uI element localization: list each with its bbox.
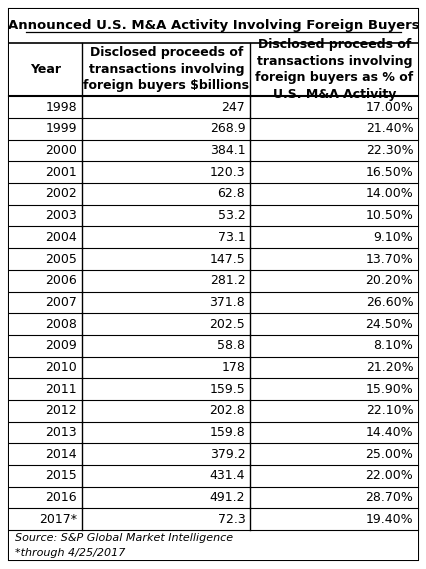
Text: 53.2: 53.2 <box>217 209 245 222</box>
Text: 16.50%: 16.50% <box>365 166 412 179</box>
Text: 431.4: 431.4 <box>209 469 245 483</box>
Text: 21.20%: 21.20% <box>365 361 412 374</box>
Text: 2002: 2002 <box>45 187 77 200</box>
Bar <box>9 162 417 183</box>
Text: 379.2: 379.2 <box>209 448 245 461</box>
Text: 1999: 1999 <box>46 122 77 135</box>
Text: 159.8: 159.8 <box>209 426 245 439</box>
Text: 178: 178 <box>221 361 245 374</box>
Bar <box>9 530 417 560</box>
Bar <box>9 357 417 378</box>
Bar <box>9 205 417 226</box>
Text: 147.5: 147.5 <box>209 253 245 266</box>
Bar <box>9 400 417 422</box>
Text: 21.40%: 21.40% <box>365 122 412 135</box>
Bar <box>9 291 417 313</box>
Text: 13.70%: 13.70% <box>365 253 412 266</box>
Bar <box>9 226 417 248</box>
Text: 2013: 2013 <box>46 426 77 439</box>
Text: 8.10%: 8.10% <box>373 339 412 352</box>
Text: Disclosed proceeds of
transactions involving
foreign buyers as % of
U.S. M&A Act: Disclosed proceeds of transactions invol… <box>255 38 413 101</box>
Text: 2008: 2008 <box>45 318 77 331</box>
Bar <box>9 96 417 118</box>
Bar <box>9 118 417 140</box>
Bar <box>9 43 417 96</box>
Text: 247: 247 <box>221 101 245 114</box>
Text: 2007: 2007 <box>45 296 77 309</box>
Text: 2000: 2000 <box>45 144 77 157</box>
Text: Source: S&P Global Market Intelligence: Source: S&P Global Market Intelligence <box>15 533 233 543</box>
Text: 73.1: 73.1 <box>217 231 245 244</box>
Text: 26.60%: 26.60% <box>365 296 412 309</box>
Text: 159.5: 159.5 <box>209 382 245 395</box>
Text: 62.8: 62.8 <box>217 187 245 200</box>
Text: 9.10%: 9.10% <box>373 231 412 244</box>
Text: 120.3: 120.3 <box>209 166 245 179</box>
Text: 22.00%: 22.00% <box>365 469 412 483</box>
Text: 22.10%: 22.10% <box>365 404 412 417</box>
Bar <box>9 443 417 465</box>
Text: 202.5: 202.5 <box>209 318 245 331</box>
Text: 25.00%: 25.00% <box>365 448 412 461</box>
Bar <box>9 422 417 443</box>
Text: 17.00%: 17.00% <box>365 101 412 114</box>
Text: 24.50%: 24.50% <box>365 318 412 331</box>
Text: 2005: 2005 <box>45 253 77 266</box>
Text: 58.8: 58.8 <box>217 339 245 352</box>
Text: 1998: 1998 <box>46 101 77 114</box>
Text: 384.1: 384.1 <box>209 144 245 157</box>
Bar <box>9 140 417 162</box>
Text: 2003: 2003 <box>45 209 77 222</box>
Text: 19.40%: 19.40% <box>365 513 412 526</box>
Text: 2010: 2010 <box>45 361 77 374</box>
Text: 14.00%: 14.00% <box>365 187 412 200</box>
Text: 22.30%: 22.30% <box>365 144 412 157</box>
Bar <box>9 270 417 291</box>
Text: 2001: 2001 <box>45 166 77 179</box>
Text: 2017*: 2017* <box>39 513 77 526</box>
Bar <box>9 465 417 486</box>
Text: 72.3: 72.3 <box>217 513 245 526</box>
Bar <box>9 313 417 335</box>
Bar <box>9 248 417 270</box>
Text: 2006: 2006 <box>45 274 77 287</box>
Bar <box>9 486 417 508</box>
Bar <box>9 183 417 205</box>
Text: Disclosed proceeds of
transactions involving
foreign buyers $billions: Disclosed proceeds of transactions invol… <box>83 47 249 93</box>
Bar <box>9 508 417 530</box>
Text: 202.8: 202.8 <box>209 404 245 417</box>
Text: 2012: 2012 <box>46 404 77 417</box>
Text: 2004: 2004 <box>45 231 77 244</box>
Bar <box>9 9 417 43</box>
Text: 14.40%: 14.40% <box>365 426 412 439</box>
Bar <box>9 378 417 400</box>
Text: 268.9: 268.9 <box>209 122 245 135</box>
Text: Announced U.S. M&A Activity Involving Foreign Buyers: Announced U.S. M&A Activity Involving Fo… <box>8 19 418 32</box>
Text: 2014: 2014 <box>46 448 77 461</box>
Text: 10.50%: 10.50% <box>365 209 412 222</box>
Text: *through 4/25/2017: *through 4/25/2017 <box>15 548 125 558</box>
Text: 20.20%: 20.20% <box>365 274 412 287</box>
Text: 281.2: 281.2 <box>209 274 245 287</box>
Text: 15.90%: 15.90% <box>365 382 412 395</box>
Text: 2011: 2011 <box>46 382 77 395</box>
Text: 371.8: 371.8 <box>209 296 245 309</box>
Text: 2015: 2015 <box>45 469 77 483</box>
Text: Year: Year <box>30 63 61 76</box>
Text: 2009: 2009 <box>45 339 77 352</box>
Text: 491.2: 491.2 <box>209 491 245 504</box>
Text: 28.70%: 28.70% <box>365 491 412 504</box>
Bar <box>9 335 417 357</box>
Text: 2016: 2016 <box>46 491 77 504</box>
